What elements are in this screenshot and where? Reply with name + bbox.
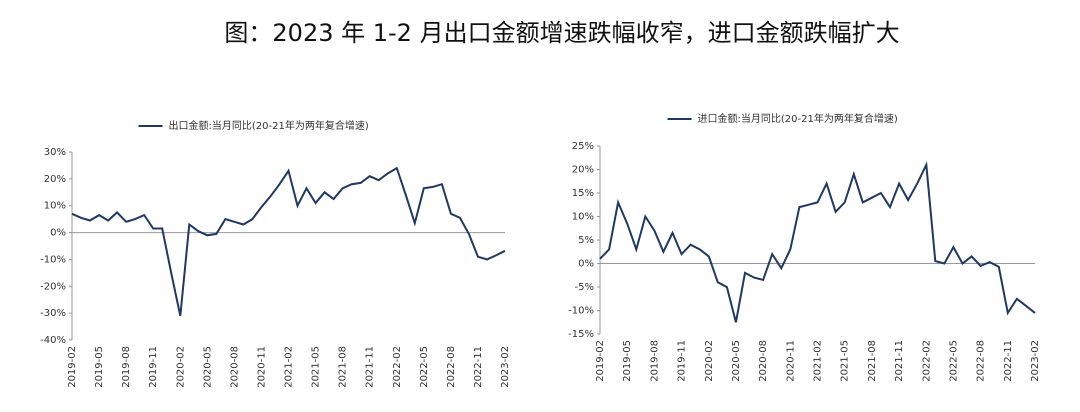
- x-tick-label: 2019-11: [148, 346, 159, 388]
- x-tick-label: 2019-02: [595, 340, 606, 382]
- x-tick-label: 2021-02: [813, 340, 824, 382]
- y-tick-label: 10%: [572, 212, 594, 223]
- x-tick-label: 2020-02: [704, 340, 715, 382]
- series-line: [71, 166, 506, 317]
- x-tick-label: 2022-08: [446, 346, 457, 388]
- x-tick-label: 2023-02: [1030, 340, 1041, 382]
- y-tick-label: -20%: [40, 281, 66, 292]
- y-tick-label: -10%: [40, 254, 66, 265]
- x-tick-label: 2022-05: [419, 346, 430, 388]
- y-tick-label: 30%: [44, 147, 66, 158]
- x-tick-label: 2019-08: [121, 346, 132, 388]
- x-tick-label: 2020-05: [731, 340, 742, 382]
- x-tick-label: 2019-05: [622, 340, 633, 382]
- x-tick-label: 2020-05: [202, 346, 213, 388]
- y-tick-label: -40%: [40, 335, 66, 346]
- x-tick-label: 2022-11: [473, 346, 484, 388]
- y-tick-label: 20%: [44, 174, 66, 185]
- x-tick-label: 2021-11: [894, 340, 905, 382]
- x-tick-label: 2021-08: [867, 340, 878, 382]
- y-tick-label: 0%: [578, 259, 594, 270]
- legend-label: 进口金额:当月同比(20-21年为两年复合增速): [698, 112, 898, 125]
- x-tick-label: 2023-02: [500, 346, 511, 388]
- y-tick-label: 25%: [572, 141, 594, 152]
- series-line: [599, 161, 1036, 323]
- x-tick-label: 2022-02: [392, 346, 403, 388]
- y-tick-label: -15%: [568, 329, 594, 340]
- y-tick-label: -5%: [575, 282, 594, 293]
- x-tick-label: 2022-08: [976, 340, 987, 382]
- x-tick-label: 2021-08: [338, 346, 349, 388]
- x-tick-label: 2021-05: [840, 340, 851, 382]
- y-tick-label: 0%: [50, 228, 66, 239]
- x-tick-label: 2022-11: [1003, 340, 1014, 382]
- y-tick-label: -10%: [568, 306, 594, 317]
- y-tick-label: 5%: [578, 235, 594, 246]
- x-tick-label: 2019-05: [94, 346, 105, 388]
- x-tick-label: 2022-02: [921, 340, 932, 382]
- x-tick-label: 2021-02: [284, 346, 295, 388]
- x-tick-label: 2021-05: [311, 346, 322, 388]
- x-tick-label: 2020-08: [758, 340, 769, 382]
- x-tick-label: 2020-08: [229, 346, 240, 388]
- y-tick-label: 15%: [572, 188, 594, 199]
- legend-label: 出口金额:当月同比(20-21年为两年复合增速): [169, 119, 369, 132]
- y-tick-label: 10%: [44, 201, 66, 212]
- x-tick-label: 2019-02: [67, 346, 78, 388]
- x-tick-label: 2019-11: [677, 340, 688, 382]
- x-tick-label: 2019-08: [649, 340, 660, 382]
- y-tick-label: 20%: [572, 165, 594, 176]
- x-tick-label: 2022-05: [948, 340, 959, 382]
- y-tick-label: -30%: [40, 308, 66, 319]
- x-tick-label: 2020-02: [175, 346, 186, 388]
- page-title: 图：2023 年 1-2 月出口金额增速跌幅收窄，进口金额跌幅扩大: [224, 19, 899, 47]
- x-tick-label: 2020-11: [256, 346, 267, 388]
- x-tick-label: 2021-11: [365, 346, 376, 388]
- x-tick-label: 2020-11: [785, 340, 796, 382]
